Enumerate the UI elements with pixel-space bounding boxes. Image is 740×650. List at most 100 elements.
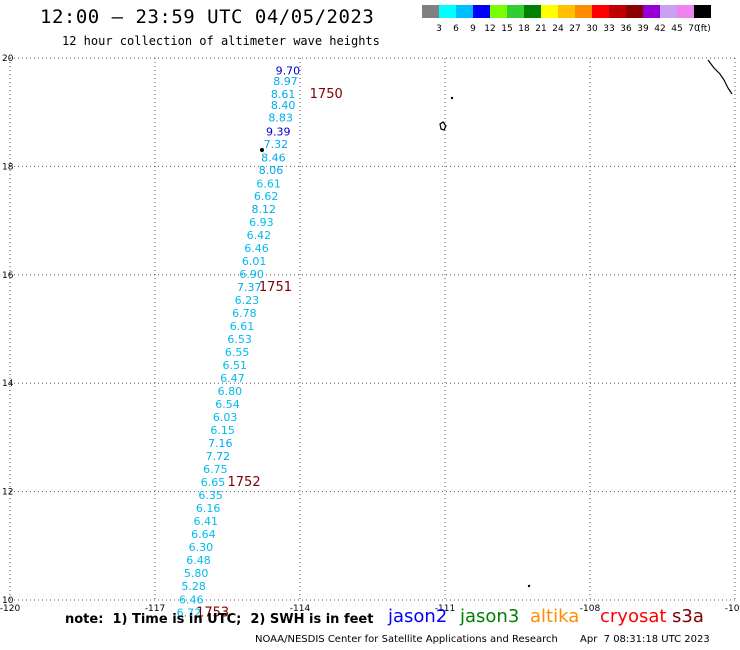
generated-timestamp: Apr 7 08:31:18 UTC 2023 <box>580 634 710 645</box>
lat-tick-label: 18 <box>2 162 14 172</box>
pass-time-label: 1752 <box>228 475 261 490</box>
island-clarion <box>260 148 264 152</box>
wave-height-label: 8.83 <box>268 111 293 124</box>
color-swatch <box>507 5 524 18</box>
color-scale-label: 18 <box>518 24 530 34</box>
wave-height-label: 8.40 <box>271 99 296 112</box>
color-swatch <box>541 5 558 18</box>
wave-height-label: 6.61 <box>230 320 255 333</box>
color-swatch <box>592 5 609 18</box>
wave-height-label: 7.32 <box>264 138 289 151</box>
color-scale-label: 24 <box>552 24 564 34</box>
lon-tick-label: -114 <box>290 604 311 614</box>
color-scale-label: 21 <box>535 24 546 34</box>
wave-height-label: 8.97 <box>273 75 298 88</box>
color-swatch <box>609 5 626 18</box>
color-scale-label: 42 <box>654 24 665 34</box>
wave-height-label: 6.65 <box>201 476 226 489</box>
wave-height-label: 6.61 <box>256 178 281 191</box>
color-scale-label: 3 <box>436 24 442 34</box>
lat-tick-label: 16 <box>2 271 14 281</box>
wave-height-label: 7.37 <box>237 281 262 294</box>
satellite-label-cryosat: cryosat <box>600 606 667 627</box>
satellite-label-s3a: s3a <box>672 606 704 627</box>
color-scale-label: 36 <box>620 24 632 34</box>
color-swatch <box>677 5 694 18</box>
island-socorro <box>439 121 447 131</box>
wave-height-label: 6.48 <box>186 554 211 567</box>
wave-height-label: 6.16 <box>196 502 221 515</box>
wave-height-label: 6.35 <box>198 489 223 502</box>
wave-height-label: 6.01 <box>242 255 267 268</box>
color-scale-label: 33 <box>603 24 614 34</box>
satellite-label-jason3: jason3 <box>460 606 520 627</box>
wave-height-label: 6.23 <box>235 294 260 307</box>
wave-height-label: 6.46 <box>179 593 204 606</box>
color-swatch <box>558 5 575 18</box>
color-scale-label: 27 <box>569 24 580 34</box>
color-swatch <box>643 5 660 18</box>
wave-height-label: 6.75 <box>203 463 228 476</box>
color-scale-unit: (ft) <box>697 24 711 34</box>
color-swatch <box>456 5 473 18</box>
wave-height-label: 5.80 <box>184 567 209 580</box>
color-swatch <box>422 5 439 18</box>
wave-height-label: 6.90 <box>239 268 264 281</box>
pass-time-label: 1753 <box>196 605 229 620</box>
wave-height-label: 9.39 <box>266 126 291 139</box>
color-scale-label: 15 <box>501 24 512 34</box>
lon-tick-label: -117 <box>145 604 165 614</box>
color-swatch <box>524 5 541 18</box>
wave-height-label: 6.51 <box>223 359 248 372</box>
lon-tick-label: -120 <box>0 604 20 614</box>
wave-height-label: 8.12 <box>252 203 277 216</box>
wave-height-label: 6.30 <box>189 541 214 554</box>
wave-height-label: 6.72 <box>177 606 202 619</box>
lat-tick-label: 10 <box>2 596 14 606</box>
color-scale-label: 12 <box>484 24 495 34</box>
wave-height-label: 6.54 <box>215 398 240 411</box>
color-scale-label: 6 <box>453 24 459 34</box>
color-scale-label: 70 <box>688 24 700 34</box>
wave-height-label: 6.78 <box>232 307 257 320</box>
wave-height-label: 9.70 <box>276 64 301 77</box>
units-note: note: 1) Time is in UTC; 2) SWH is in fe… <box>65 612 374 627</box>
satellite-label-jason2: jason2 <box>388 606 448 627</box>
pass-time-label: 1750 <box>310 87 343 102</box>
wave-height-label: 8.06 <box>259 164 284 177</box>
pass-time-label: 1751 <box>259 280 292 295</box>
wave-height-label: 6.41 <box>194 515 219 528</box>
color-scale-label: 9 <box>470 24 476 34</box>
wave-height-label: 7.16 <box>208 437 233 450</box>
color-swatch <box>490 5 507 18</box>
credit-text: NOAA/NESDIS Center for Satellite Applica… <box>255 634 558 645</box>
wave-height-label: 6.42 <box>247 229 272 242</box>
color-swatch <box>660 5 677 18</box>
color-scale-label: 30 <box>586 24 598 34</box>
lon-tick-label: -108 <box>580 604 601 614</box>
color-swatch <box>439 5 456 18</box>
color-scale-label: 45 <box>671 24 682 34</box>
wave-height-label: 6.62 <box>254 190 279 203</box>
wave-height-label: 6.64 <box>191 528 216 541</box>
wave-height-label: 7.72 <box>206 450 231 463</box>
satellite-label-altika: altika <box>530 606 580 627</box>
color-scale-legend: 3 6 9 12 15 18 21 24 27 30 33 36 39 42 45 70(ft) <box>422 5 711 34</box>
wave-height-label: 6.15 <box>210 424 235 437</box>
lat-tick-label: 12 <box>2 488 13 498</box>
page-subtitle: 12 hour collection of altimeter wave hei… <box>62 34 380 48</box>
coastline <box>707 59 733 95</box>
lat-tick-label: 20 <box>2 54 14 64</box>
island-san-benedicto <box>450 96 454 100</box>
wave-height-label: 8.61 <box>271 88 296 101</box>
wave-height-label: 6.80 <box>218 385 243 398</box>
wave-height-label: 6.47 <box>220 372 245 385</box>
wave-height-label: 6.03 <box>213 411 238 424</box>
lon-tick-label: -105 <box>725 604 740 614</box>
color-swatch <box>575 5 592 18</box>
wave-height-label: 6.93 <box>249 216 274 229</box>
lon-tick-label: -111 <box>435 604 455 614</box>
color-swatch <box>694 5 711 18</box>
wave-height-label: 5.28 <box>181 580 206 593</box>
